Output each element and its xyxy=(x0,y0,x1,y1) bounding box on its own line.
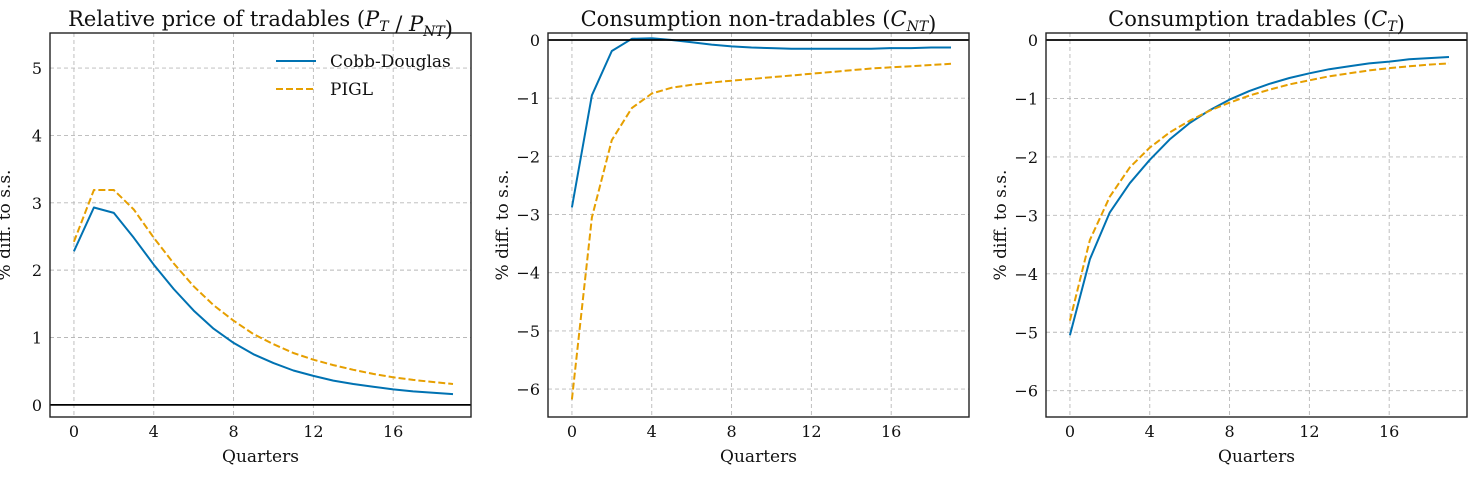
y-tick-label: −1 xyxy=(1014,89,1038,108)
chart-panel-2: 0 4 8 12 16 0 −1 −2 −3 −4 −5 −6 Quarters % diff. to s… xyxy=(493,7,970,467)
y-tick-label: −2 xyxy=(516,147,540,166)
chart-title-text: Relative price of tradables xyxy=(68,7,357,31)
x-tick-label: 0 xyxy=(69,422,79,441)
x-tick-label: 4 xyxy=(647,422,657,441)
x-tick-label: 8 xyxy=(726,422,736,441)
chart-title: Relative price of tradables (PT / PNT) xyxy=(68,7,453,41)
y-axis-label: % diff. to s.s. xyxy=(493,170,513,281)
x-tick-label: 4 xyxy=(1145,422,1155,441)
series-line-pigl xyxy=(1068,62,1450,321)
y-tick-label: −3 xyxy=(516,206,540,225)
x-axis-label: Quarters xyxy=(720,447,797,467)
x-tick-label: 12 xyxy=(1299,422,1319,441)
y-axis-label: % diff. to s.s. xyxy=(991,170,1011,281)
legend-label: Cobb-Douglas xyxy=(330,52,451,72)
plot-frame xyxy=(49,32,472,418)
y-axis-label: % diff. to s.s. xyxy=(0,170,15,281)
y-tick-label: −1 xyxy=(516,89,540,108)
series-line-pigl xyxy=(570,62,952,400)
y-tick-label: −2 xyxy=(1014,148,1038,167)
y-tick-label: −6 xyxy=(516,380,540,399)
x-tick-label: 8 xyxy=(1224,422,1234,441)
y-tick-label: 0 xyxy=(1028,31,1038,50)
chart-title-text: Consumption tradables xyxy=(1108,7,1363,31)
y-tick-label: −4 xyxy=(1014,265,1038,284)
plot-frame xyxy=(547,32,970,418)
chart-panel-3: 0 4 8 12 16 0 −1 −2 −3 −4 −5 −6 Quarters % diff. to s… xyxy=(991,7,1468,467)
y-tick-label: −6 xyxy=(1014,382,1038,401)
chart-title: Consumption non-tradables (CNT) xyxy=(581,7,937,36)
x-tick-label: 16 xyxy=(383,422,403,441)
y-tick-label: 1 xyxy=(32,329,42,348)
x-tick-label: 12 xyxy=(801,422,821,441)
legend: Cobb-Douglas PIGL xyxy=(276,52,451,100)
legend-label: PIGL xyxy=(330,80,373,100)
y-tick-label: −5 xyxy=(516,322,540,341)
x-tick-label: 4 xyxy=(149,422,159,441)
chart-title-text: Consumption non-tradables xyxy=(581,7,883,31)
chart-title-math: (CNT) xyxy=(882,7,936,36)
y-tick-label: 4 xyxy=(32,126,42,145)
chart-title: Consumption tradables (CT) xyxy=(1108,7,1405,36)
x-tick-label: 12 xyxy=(303,422,323,441)
y-tick-label: 3 xyxy=(32,194,42,213)
y-tick-label: 0 xyxy=(530,31,540,50)
y-tick-label: −5 xyxy=(1014,323,1038,342)
plot-frame xyxy=(1045,32,1468,418)
chart-title-math: (CT) xyxy=(1363,7,1405,36)
y-tick-label: 5 xyxy=(32,59,42,78)
x-axis-label: Quarters xyxy=(222,447,299,467)
x-tick-label: 16 xyxy=(881,422,901,441)
series-line-cobb-douglas xyxy=(570,37,951,208)
x-axis-label: Quarters xyxy=(1218,447,1295,467)
x-tick-label: 0 xyxy=(1065,422,1075,441)
y-tick-label: −3 xyxy=(1014,206,1038,225)
series-line-pigl xyxy=(72,189,454,385)
series-line-cobb-douglas xyxy=(72,206,454,396)
x-tick-label: 8 xyxy=(228,422,238,441)
y-tick-label: 0 xyxy=(32,396,42,415)
chart-title-math: (PT / PNT) xyxy=(357,7,453,41)
series-line-cobb-douglas xyxy=(1068,56,1450,336)
x-tick-label: 0 xyxy=(567,422,577,441)
y-tick-label: 2 xyxy=(32,261,42,280)
x-tick-label: 16 xyxy=(1379,422,1399,441)
y-tick-label: −4 xyxy=(516,264,540,283)
